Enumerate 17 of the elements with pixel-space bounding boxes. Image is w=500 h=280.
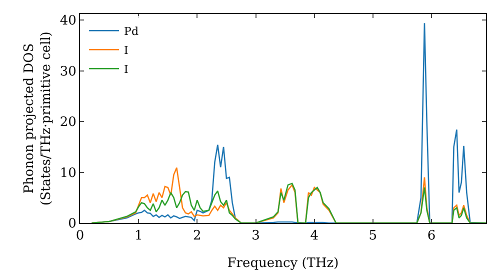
x-tick-label: 5: [368, 228, 378, 244]
x-tick-label: 2: [193, 228, 202, 244]
x-tick-label: 1: [134, 228, 143, 244]
legend-label: I: [124, 62, 128, 76]
y-tick-label: 20: [60, 115, 76, 130]
x-tick-label: 6: [427, 228, 436, 244]
y-tick-label: 10: [60, 166, 76, 181]
y-axis-title: Phonon projected DOS (States/THz·primitive cell): [22, 31, 54, 206]
legend-label: Pd: [124, 24, 139, 38]
line-series: [91, 182, 486, 223]
y-tick-label: 30: [60, 64, 76, 80]
x-tick-label: 3: [252, 228, 260, 244]
y-tick-label: 0: [68, 216, 76, 232]
y-tick-label: 40: [60, 14, 76, 29]
x-axis-title: Frequency (THz): [227, 256, 339, 272]
x-tick-label: 4: [310, 228, 318, 244]
legend-label: I: [124, 44, 128, 57]
